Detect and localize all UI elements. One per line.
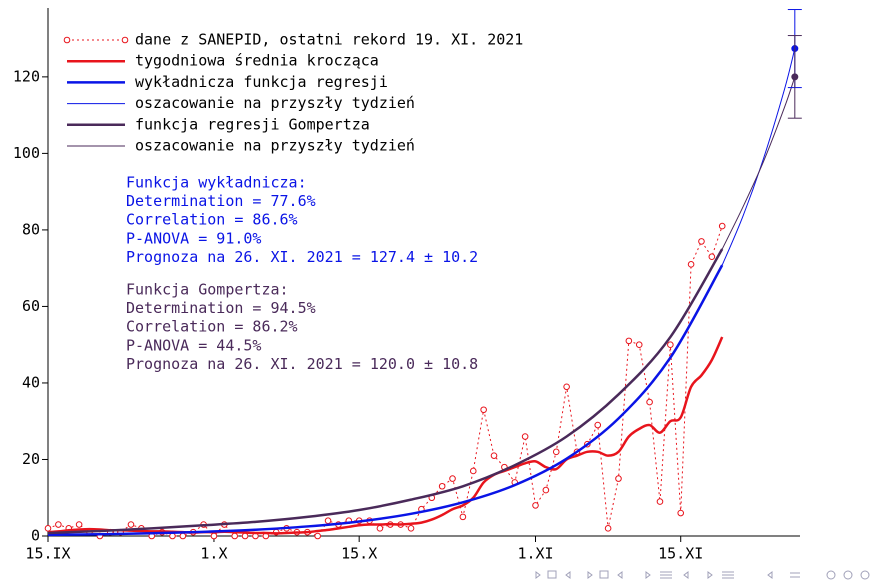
data-point bbox=[231, 532, 239, 540]
series-line bbox=[47, 225, 723, 537]
forecast-point bbox=[791, 73, 799, 81]
data-point bbox=[376, 525, 384, 532]
data-point bbox=[532, 502, 539, 509]
data-point bbox=[314, 532, 321, 540]
data-point bbox=[469, 467, 477, 475]
series-line bbox=[721, 48, 796, 266]
data-point bbox=[698, 238, 705, 245]
data-point bbox=[718, 222, 726, 230]
data-point bbox=[490, 452, 498, 459]
legend-label: oszacowanie na przyszły tydzień bbox=[135, 137, 415, 155]
legend-label: wykładnicza funkcja regresji bbox=[135, 73, 388, 91]
data-point bbox=[75, 521, 83, 528]
data-point bbox=[127, 521, 135, 528]
data-point bbox=[324, 517, 332, 524]
y-tick-label: 100 bbox=[13, 144, 40, 162]
x-tick-label: 1.X bbox=[200, 545, 227, 563]
data-point bbox=[604, 525, 612, 532]
data-point bbox=[169, 532, 176, 540]
y-tick-label: 60 bbox=[22, 297, 40, 315]
data-point bbox=[594, 421, 602, 429]
legend-label: oszacowanie na przyszły tydzień bbox=[135, 94, 415, 112]
data-point bbox=[552, 448, 560, 456]
legend-label: tygodniowa średnia krocząca bbox=[135, 52, 379, 70]
data-point bbox=[646, 398, 653, 406]
x-tick-label: 15.IX bbox=[25, 545, 70, 563]
data-point bbox=[563, 383, 570, 391]
data-point bbox=[615, 475, 622, 482]
legend-marker bbox=[63, 36, 71, 44]
data-point bbox=[55, 521, 62, 528]
y-tick-label: 80 bbox=[22, 220, 40, 238]
y-tick-label: 40 bbox=[22, 373, 40, 391]
legend-label: dane z SANEPID, ostatni rekord 19. XI. 2… bbox=[135, 31, 523, 49]
y-tick-label: 120 bbox=[13, 67, 40, 85]
data-point bbox=[241, 532, 249, 540]
legend-marker bbox=[121, 36, 129, 44]
data-point bbox=[44, 525, 52, 532]
series-line bbox=[721, 76, 796, 250]
data-point bbox=[459, 513, 467, 521]
legend-label: funkcja regresji Gompertza bbox=[135, 115, 370, 133]
x-tick-label: 15.X bbox=[341, 545, 377, 563]
annotation-text: P-ANOVA = 44.5% bbox=[126, 336, 261, 354]
navigation-icons bbox=[535, 570, 870, 580]
data-point bbox=[407, 525, 415, 532]
data-point bbox=[521, 433, 529, 440]
annotation-text: Correlation = 86.2% bbox=[126, 318, 298, 336]
series-line bbox=[47, 248, 724, 535]
data-point bbox=[677, 509, 685, 517]
y-tick-label: 20 bbox=[22, 450, 40, 468]
annotation-text: Prognoza na 26. XI. 2021 = 120.0 ± 10.8 bbox=[126, 355, 478, 373]
data-point bbox=[480, 406, 487, 414]
data-point bbox=[635, 341, 643, 348]
annotation-text: Determination = 94.5% bbox=[126, 299, 316, 317]
data-point bbox=[179, 532, 187, 540]
annotation-text: Prognoza na 26. XI. 2021 = 127.4 ± 10.2 bbox=[126, 248, 478, 266]
data-point bbox=[210, 532, 218, 540]
annotation-text: Correlation = 86.6% bbox=[126, 211, 298, 229]
data-point bbox=[687, 261, 695, 268]
y-tick-label: 0 bbox=[31, 527, 40, 545]
data-point bbox=[708, 253, 716, 260]
annotation-text: Funkcja wykładnicza: bbox=[126, 174, 307, 192]
annotation-text: Determination = 77.6% bbox=[126, 192, 316, 210]
data-point bbox=[625, 337, 633, 345]
series-line bbox=[47, 336, 724, 535]
data-point bbox=[667, 341, 674, 348]
data-point bbox=[656, 498, 664, 505]
data-point bbox=[449, 475, 456, 482]
x-tick-label: 1.XI bbox=[517, 545, 553, 563]
annotation-text: P-ANOVA = 91.0% bbox=[126, 229, 261, 247]
data-point bbox=[542, 486, 550, 494]
annotation-text: Funkcja Gompertza: bbox=[126, 281, 289, 299]
x-tick-label: 15.XI bbox=[658, 545, 703, 563]
series-line bbox=[47, 264, 724, 537]
data-point bbox=[438, 482, 446, 490]
